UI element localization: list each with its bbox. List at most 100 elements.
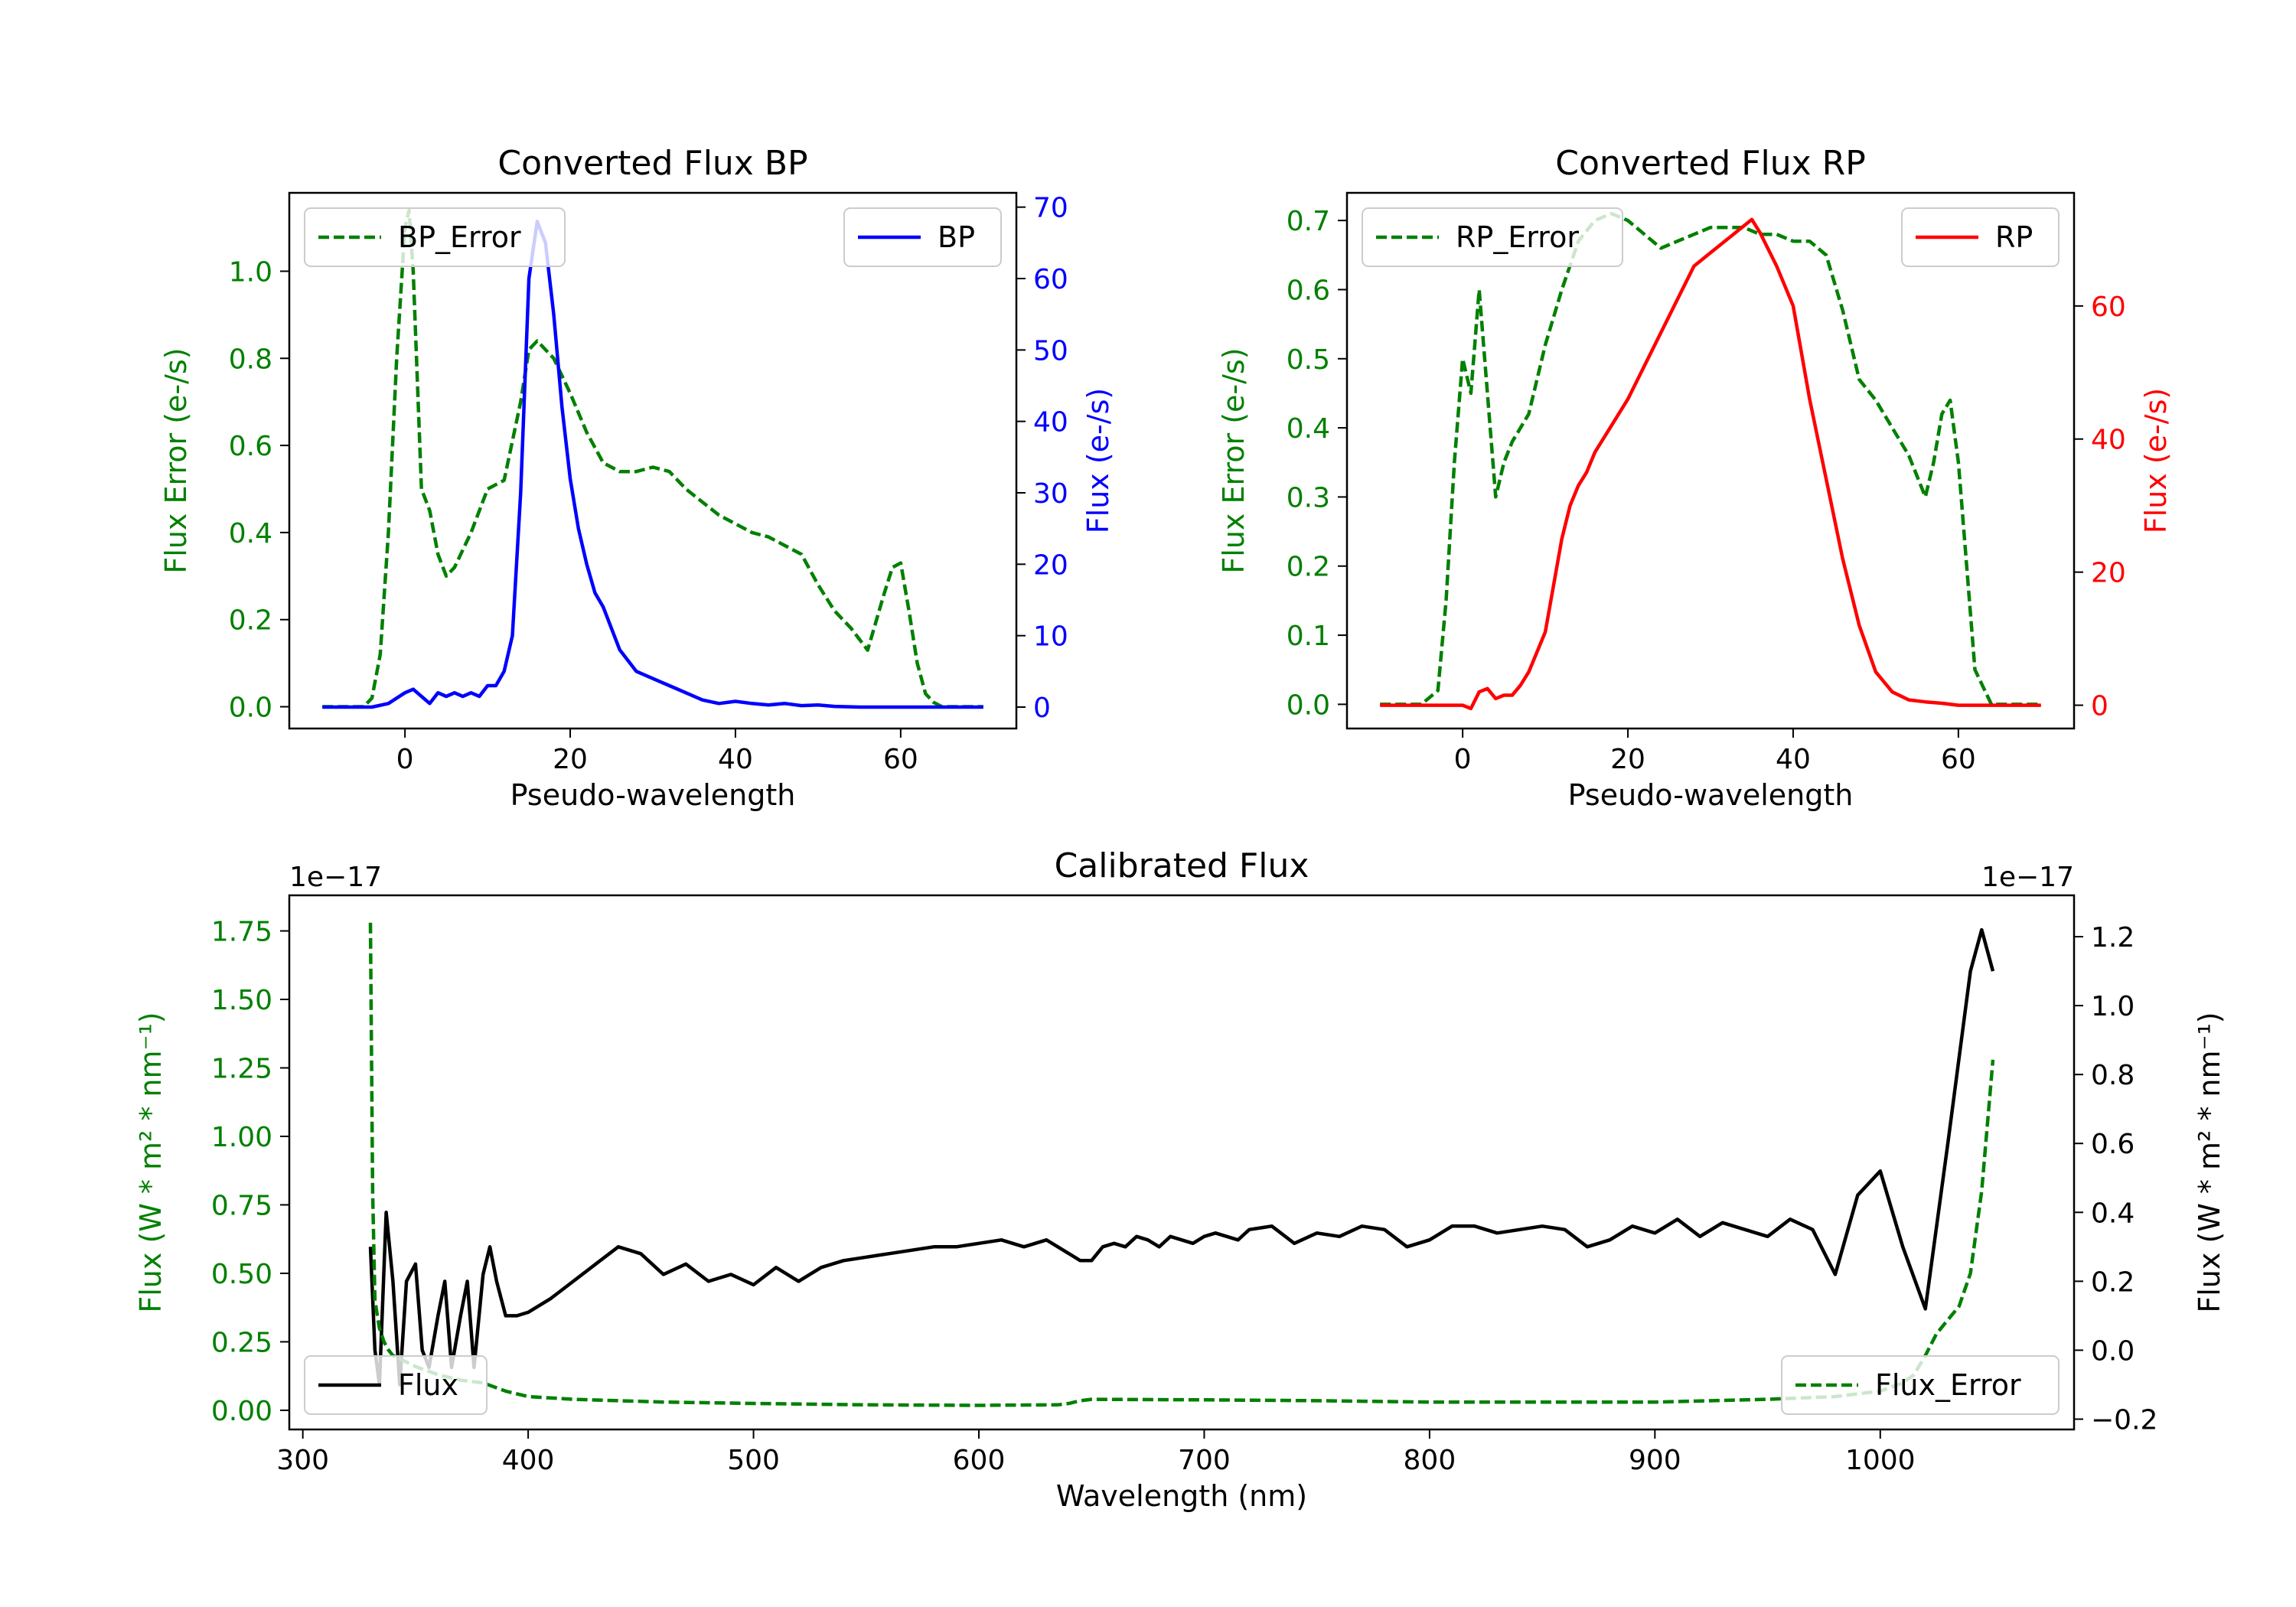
- x-axis-label: Pseudo-wavelength: [1568, 778, 1854, 812]
- y-left-tick-label: 0.0: [229, 693, 272, 724]
- plot-frame: [288, 894, 2076, 1431]
- legend-label: BP_Error: [398, 220, 521, 254]
- y-right-tick-label: 0.4: [2091, 1198, 2135, 1229]
- series-bp: [322, 220, 983, 709]
- chart-title: Converted Flux BP: [497, 144, 807, 183]
- x-axis-label: Pseudo-wavelength: [510, 778, 796, 812]
- y-right-tick-label: 0.8: [2091, 1060, 2135, 1091]
- x-axis-label: Wavelength (nm): [1056, 1479, 1307, 1513]
- y-right-tick-label: 10: [1033, 621, 1068, 653]
- y-right-tick-label: 60: [1033, 264, 1068, 295]
- y-left-tick-label: 0.50: [211, 1259, 272, 1290]
- series-rp: [1380, 217, 2041, 711]
- y-right-tick-label: 50: [1033, 335, 1068, 367]
- series-bp-error: [322, 208, 983, 709]
- x-tick-label: 500: [727, 1445, 780, 1476]
- y-left-tick-label: 0.00: [211, 1396, 272, 1427]
- y-left-tick-label: 0.75: [211, 1190, 272, 1221]
- y-left-tick-label: 0.8: [229, 344, 272, 375]
- y-left-offset: 1e−17: [289, 862, 382, 893]
- x-tick-label: 1000: [1845, 1445, 1916, 1476]
- y-right-axis-label: Flux (e-/s): [1081, 388, 1115, 533]
- y-left-tick-label: 0.0: [1287, 689, 1330, 721]
- y-right-tick-label: 0: [2091, 691, 2108, 722]
- legend-rp-error: RP_Error: [1362, 207, 1623, 267]
- x-tick-label: 900: [1629, 1445, 1681, 1476]
- x-tick-label: 700: [1178, 1445, 1231, 1476]
- legend-label: RP: [1995, 220, 2033, 254]
- y-left-tick-label: 1.00: [211, 1122, 272, 1153]
- y-right-tick-label: 1.0: [2091, 991, 2135, 1022]
- y-right-tick-label: 1.2: [2091, 922, 2135, 953]
- y-left-tick-label: 0.3: [1287, 482, 1330, 513]
- legend-flux-error: Flux_Error: [1781, 1355, 2060, 1415]
- legend-rp: RP: [1901, 207, 2060, 267]
- y-right-tick-label: 40: [2091, 425, 2126, 456]
- legend-label: RP_Error: [1456, 220, 1579, 254]
- y-right-tick-label: 20: [2091, 558, 2126, 589]
- x-tick-label: 60: [1941, 744, 1976, 775]
- x-tick-label: 300: [276, 1445, 329, 1476]
- x-tick-label: 0: [396, 744, 414, 775]
- legend-box: [304, 207, 566, 267]
- y-left-axis-label: Flux Error (e-/s): [1217, 347, 1251, 573]
- y-left-tick-label: 1.0: [229, 256, 272, 288]
- chart-cal: Calibrated Flux 300 400 500 600 700 800 900 1000…: [134, 846, 2226, 1513]
- y-right-tick-label: 0.0: [2091, 1335, 2135, 1367]
- y-left-tick-label: 0.5: [1287, 344, 1330, 376]
- chart-rp: Converted Flux RP 0 20 40 60 Pseudo-wavelengt…: [1217, 144, 2173, 812]
- legend-box: [843, 207, 1002, 267]
- y-left-tick-label: 0.4: [1287, 413, 1330, 445]
- y-right-axis-label: Flux (W * m² * nm⁻¹): [2193, 1012, 2226, 1312]
- y-right-tick-label: 70: [1033, 193, 1068, 224]
- x-tick-label: 40: [718, 744, 753, 775]
- y-right-offset: 1e−17: [1981, 862, 2074, 893]
- x-tick-label: 600: [953, 1445, 1006, 1476]
- legend-label: Flux: [398, 1368, 458, 1402]
- y-left-tick-label: 0.25: [211, 1327, 272, 1358]
- y-right-tick-label: 0.2: [2091, 1266, 2135, 1298]
- y-left-tick-label: 0.2: [229, 605, 272, 637]
- y-right-tick-label: 0.6: [2091, 1129, 2135, 1160]
- y-left-tick-label: 0.4: [229, 518, 272, 549]
- legend-bp: BP: [843, 207, 1002, 267]
- series-rp-error: [1380, 211, 2041, 706]
- x-tick-label: 400: [502, 1445, 555, 1476]
- y-left-tick-label: 0.1: [1287, 621, 1330, 652]
- legend-label: Flux_Error: [1875, 1368, 2021, 1402]
- plot-frame: [1345, 191, 2076, 730]
- plot-frame: [288, 191, 1018, 730]
- x-tick-label: 20: [553, 744, 588, 775]
- y-left-tick-label: 1.50: [211, 985, 272, 1016]
- legend-box: [1362, 207, 1623, 267]
- chart-bp: Converted Flux BP 0 20 40 60 Pseudo-wavelengt…: [159, 144, 1115, 812]
- series-flux-error: [368, 922, 1995, 1407]
- legend-box: [1781, 1355, 2060, 1415]
- series-flux: [368, 927, 1995, 1387]
- x-tick-label: 0: [1454, 744, 1472, 775]
- legend-bp-error: BP_Error: [304, 207, 566, 267]
- y-right-tick-label: 20: [1033, 549, 1068, 581]
- chart-title: Calibrated Flux: [1055, 846, 1309, 885]
- y-right-tick-label: 40: [1033, 407, 1068, 438]
- legend-box: [304, 1355, 488, 1415]
- y-left-axis-label: Flux (W * m² * nm⁻¹): [134, 1012, 168, 1312]
- y-right-tick-label: 30: [1033, 478, 1068, 510]
- x-tick-label: 60: [883, 744, 918, 775]
- x-tick-label: 40: [1776, 744, 1811, 775]
- y-left-axis-label: Flux Error (e-/s): [159, 347, 193, 573]
- x-tick-label: 20: [1610, 744, 1645, 775]
- y-right-axis-label: Flux (e-/s): [2139, 388, 2173, 533]
- chart-title: Converted Flux RP: [1555, 144, 1866, 183]
- y-left-tick-label: 0.6: [1287, 275, 1330, 306]
- y-right-tick-label: 60: [2091, 292, 2126, 323]
- legend-label: BP: [938, 220, 975, 254]
- y-left-tick-label: 0.2: [1287, 552, 1330, 583]
- y-left-tick-label: 0.7: [1287, 206, 1330, 237]
- x-tick-label: 800: [1404, 1445, 1456, 1476]
- y-left-tick-label: 0.6: [229, 431, 272, 462]
- legend-flux: Flux: [304, 1355, 488, 1415]
- y-left-tick-label: 1.25: [211, 1054, 272, 1085]
- legend-box: [1901, 207, 2060, 267]
